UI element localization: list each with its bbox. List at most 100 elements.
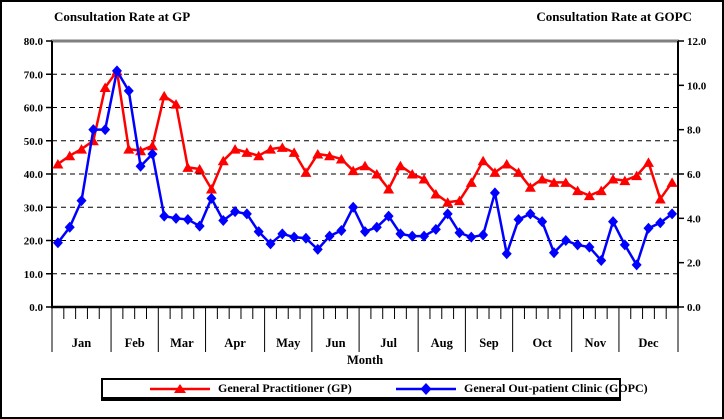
gp-point-marker: [217, 155, 229, 166]
gopc-point-marker: [407, 230, 418, 242]
gopc-point-marker: [478, 229, 489, 241]
right-axis-title: Consultation Rate at GOPC: [536, 9, 692, 24]
right-axis-tick-label: 2.0: [687, 258, 701, 270]
gopc-point-marker: [584, 241, 595, 253]
gp-point-marker: [430, 188, 442, 199]
gopc-point-marker: [171, 212, 182, 224]
gopc-point-marker: [430, 223, 441, 235]
month-label: Dec: [638, 336, 659, 350]
left-axis-tick-label: 80.0: [24, 36, 44, 48]
gp-point-marker: [99, 82, 111, 93]
gp-point-marker: [465, 177, 477, 187]
gopc-point-marker: [300, 232, 311, 244]
right-axis-tick-label: 0.0: [687, 302, 701, 314]
month-label: Nov: [585, 336, 607, 350]
gp-point-marker: [666, 177, 678, 187]
gp-point-marker: [288, 147, 300, 157]
gopc-point-marker: [360, 226, 370, 238]
gp-point-marker: [560, 177, 572, 187]
legend-item-gp: General Practitioner (GP): [149, 380, 352, 397]
right-axis-tick-label: 12.0: [687, 36, 707, 48]
gopc-point-marker: [655, 217, 666, 229]
month-label: Jun: [325, 336, 345, 350]
gopc-point-marker: [76, 195, 87, 207]
gopc-point-marker: [454, 227, 465, 239]
gopc-point-marker: [442, 208, 453, 220]
gp-point-marker: [76, 144, 88, 154]
gp-point-marker: [548, 177, 560, 187]
gopc-point-marker: [289, 231, 300, 243]
gopc-point-marker: [194, 220, 205, 232]
gp-point-marker: [513, 167, 525, 177]
gp-point-marker: [146, 140, 158, 151]
gopc-point-marker: [218, 215, 229, 227]
gopc-point-marker: [206, 192, 217, 204]
gopc-point-marker: [265, 238, 276, 250]
gp-point-marker: [253, 150, 265, 161]
gp-point-marker: [205, 183, 217, 194]
gopc-point-marker: [64, 221, 75, 233]
left-axis-tick-label: 60.0: [24, 103, 44, 115]
gp-point-marker: [595, 185, 607, 196]
gp-point-marker: [572, 185, 584, 196]
gopc-point-marker: [643, 222, 654, 234]
month-label: Oct: [532, 336, 552, 350]
gopc-point-marker: [371, 221, 382, 233]
legend-label-gp: General Practitioner (GP): [218, 381, 352, 395]
gp-point-marker: [158, 90, 170, 101]
gp-point-marker: [642, 157, 654, 167]
gp-point-marker: [347, 165, 359, 176]
gopc-point-marker: [241, 208, 252, 220]
gopc-point-marker: [336, 225, 347, 237]
gp-point-marker: [324, 150, 336, 161]
left-axis-tick-label: 30.0: [24, 202, 44, 214]
gp-point-marker: [194, 164, 206, 174]
month-label: Jul: [380, 336, 397, 350]
gopc-point-marker: [383, 210, 394, 222]
left-axis-tick-label: 20.0: [24, 236, 44, 248]
right-axis-tick-label: 8.0: [687, 125, 701, 137]
gopc-point-marker: [100, 124, 111, 136]
gopc-point-marker: [159, 210, 170, 222]
gopc-point-marker: [253, 226, 264, 238]
gopc-point-marker: [348, 201, 359, 213]
gopc-point-marker: [230, 206, 241, 218]
gp-point-marker: [241, 147, 253, 157]
gopc-legend-marker-icon: [396, 382, 456, 395]
gp-point-marker: [536, 173, 548, 184]
gp-point-marker: [524, 182, 536, 192]
month-label: Aug: [431, 336, 454, 350]
month-label: May: [276, 336, 301, 350]
gopc-point-marker: [182, 213, 193, 225]
left-axis-tick-label: 0.0: [29, 302, 43, 314]
left-axis-tick-label: 50.0: [24, 136, 44, 148]
gopc-point-marker: [324, 230, 335, 242]
gp-point-marker: [501, 159, 513, 169]
right-axis-tick-label: 6.0: [687, 169, 701, 181]
gopc-point-marker: [513, 213, 524, 225]
gp-point-marker: [64, 150, 76, 161]
gp-point-marker: [583, 190, 595, 201]
gp-point-marker: [631, 170, 643, 181]
gopc-point-marker: [525, 208, 536, 220]
gp-point-marker: [182, 162, 194, 172]
gp-point-marker: [453, 195, 465, 206]
legend-item-gopc: General Out-patient Clinic (GOPC): [395, 380, 648, 397]
gopc-point-marker: [123, 85, 134, 97]
legend-box: General Practitioner (GP) General Out-pa…: [101, 378, 648, 401]
gopc-point-marker: [147, 148, 158, 160]
left-axis-tick-label: 40.0: [24, 169, 44, 181]
gp-point-marker: [654, 193, 666, 204]
gopc-point-marker: [312, 243, 323, 255]
gp-point-marker: [229, 144, 241, 154]
gp-point-marker: [300, 167, 312, 177]
gp-point-marker: [312, 149, 324, 159]
gp-point-marker: [442, 197, 454, 207]
gopc-point-marker: [596, 254, 607, 266]
gp-point-marker: [276, 142, 288, 152]
left-axis-title: Consultation Rate at GP: [54, 9, 191, 24]
gp-point-marker: [418, 173, 430, 184]
x-axis-title: Month: [347, 353, 383, 367]
gp-point-marker: [335, 154, 347, 164]
